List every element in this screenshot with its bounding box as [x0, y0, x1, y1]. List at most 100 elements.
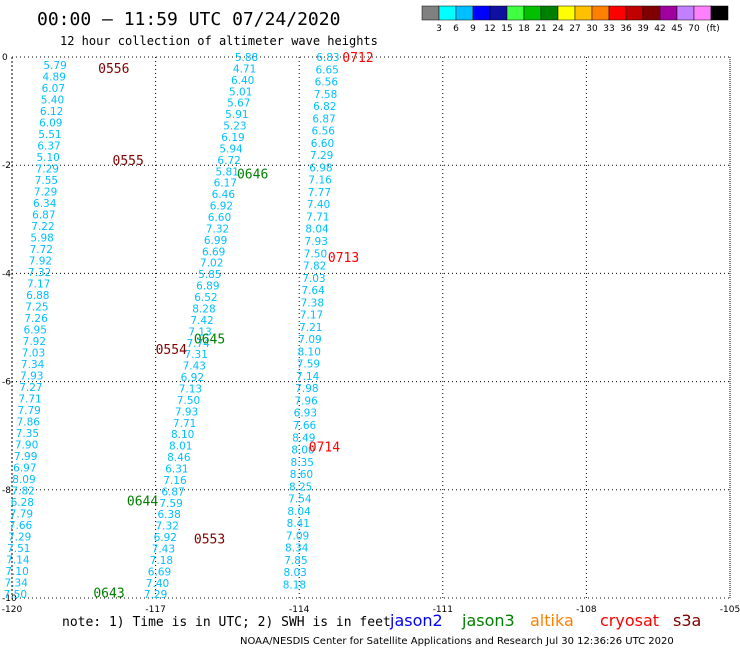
wave-height-value: 6.99 [204, 235, 227, 247]
wave-height-value: 6.19 [221, 132, 244, 144]
wave-height-value: 6.12 [40, 106, 63, 118]
wave-height-value: 7.55 [35, 175, 58, 187]
colorbar-swatch [557, 5, 576, 21]
wave-height-value: 8.28 [192, 303, 215, 315]
grid [11, 56, 731, 599]
wave-height-value: 8.49 [292, 432, 315, 444]
legend-jason3: jason3 [461, 611, 515, 630]
colorbar-label: 3 [436, 24, 442, 34]
wave-height-value: 7.29 [36, 164, 59, 176]
wave-height-value: 5.10 [36, 152, 59, 164]
wave-height-value: 7.13 [188, 326, 211, 338]
data-marks: 5.794.896.075.406.126.095.516.375.107.29… [4, 52, 340, 601]
wave-height-value: 6.98 [309, 162, 332, 174]
wave-height-value: 6.95 [24, 325, 47, 337]
colorbar-swatch [506, 5, 525, 21]
colorbar-swatch [608, 5, 627, 21]
colorbar-swatch [489, 5, 508, 21]
wave-height-value: 8.01 [169, 441, 192, 453]
wave-height-value: 7.82 [11, 486, 34, 498]
colorbar-label: 24 [552, 24, 564, 34]
wave-height-value: 7.18 [150, 555, 173, 567]
wave-height-value: 7.43 [152, 543, 175, 555]
wave-height-value: 7.25 [25, 302, 48, 314]
wave-height-value: 6.40 [231, 75, 254, 87]
colorbar-swatch [574, 5, 593, 21]
pass-time-label: 0644 [127, 495, 158, 510]
wave-height-value: 7.92 [23, 336, 46, 348]
wave-height-value: 7.29 [310, 150, 333, 162]
pass-time-label: 0713 [328, 251, 359, 266]
wave-height-value: 6.17 [214, 178, 237, 190]
x-tick-label: -117 [145, 605, 165, 615]
wave-height-value: 6.87 [32, 210, 55, 222]
wave-height-value: 4.71 [233, 63, 256, 75]
wave-height-value: 6.93 [294, 408, 317, 420]
colorbar-label: 12 [484, 24, 495, 34]
colorbar-label: 21 [535, 24, 546, 34]
wave-height-value: 8.34 [285, 543, 309, 555]
pass-time-label: 0556 [98, 62, 129, 77]
wave-height-value: 7.59 [159, 498, 182, 510]
wave-height-value: 7.93 [305, 236, 328, 248]
pass-time-label: 0712 [342, 51, 373, 66]
wave-height-value: 6.60 [311, 138, 334, 150]
colorbar-label: 6 [453, 24, 459, 34]
wave-height-value: 7.22 [31, 221, 54, 233]
wave-height-value: 7.29 [34, 187, 57, 199]
wave-height-value: 7.50 [4, 589, 27, 601]
wave-height-value: 7.32 [28, 267, 51, 279]
wave-height-value: 8.41 [287, 518, 310, 530]
colorbar-swatch [523, 5, 542, 21]
wave-height-value: 6.92 [210, 201, 233, 213]
wave-height-value: 5.79 [43, 60, 66, 72]
wave-height-value: 7.85 [284, 555, 307, 567]
y-tick-label: -8 [2, 486, 11, 496]
colorbar-label: 42 [654, 24, 665, 34]
wave-height-value: 4.89 [43, 72, 66, 84]
wave-height-value: 8.09 [12, 474, 35, 486]
colorbar-label: 27 [569, 24, 580, 34]
wave-height-value: 5.91 [225, 109, 248, 121]
wave-height-value: 7.72 [30, 244, 53, 256]
x-tick-label: -111 [433, 605, 453, 615]
x-tick-label: -108 [576, 605, 597, 615]
wave-height-value: 5.23 [223, 121, 246, 133]
wave-height-value: 7.14 [6, 555, 30, 567]
wave-height-value: 7.50 [304, 248, 327, 260]
colorbar-swatch [455, 5, 474, 21]
colorbar-label: 30 [586, 24, 598, 34]
colorbar: 3 6 9 12 15 18 21 24 27 30 33 36 39 42 45 70 (ft) [421, 5, 729, 34]
legend-altika: altika [530, 611, 574, 630]
wave-height-value: 8.04 [287, 506, 311, 518]
wave-height-value: 6.72 [217, 155, 240, 167]
wave-height-value: 7.90 [15, 440, 38, 452]
wave-height-value: 7.40 [146, 578, 169, 590]
y-tick-label: 0 [2, 53, 8, 63]
wave-height-value: 6.31 [165, 463, 188, 475]
pass-time-label: 0643 [93, 587, 124, 602]
pass-time-label: 0553 [194, 532, 225, 547]
wave-height-value: 7.93 [175, 406, 198, 418]
wave-height-value: 7.31 [185, 349, 208, 361]
colorbar-swatch [421, 5, 440, 21]
wave-height-value: 7.98 [295, 383, 318, 395]
wave-height-value: 6.65 [315, 64, 338, 76]
wave-height-value: 7.66 [293, 420, 317, 432]
y-tick-label: -2 [2, 161, 11, 171]
wave-height-value: 6.38 [157, 509, 180, 521]
wave-height-value: 7.58 [314, 89, 337, 101]
satellite-legend: jason2 jason3 altika cryosat s3a [389, 611, 701, 630]
wave-height-value: 7.92 [29, 256, 52, 268]
wave-height-value: 8.25 [289, 481, 312, 493]
colorbar-swatch [676, 5, 695, 21]
colorbar-swatch [540, 5, 559, 21]
pass-time-label: 0714 [309, 441, 340, 456]
wave-height-value: 7.74 [186, 338, 210, 350]
wave-height-value: 8.00 [291, 445, 314, 457]
wave-height-value: 7.66 [9, 520, 33, 532]
wave-height-value: 6.52 [194, 292, 217, 304]
wave-height-value: 6.09 [39, 118, 62, 130]
wave-height-value: 5.94 [219, 143, 243, 155]
wave-height-value: 6.56 [315, 77, 339, 89]
